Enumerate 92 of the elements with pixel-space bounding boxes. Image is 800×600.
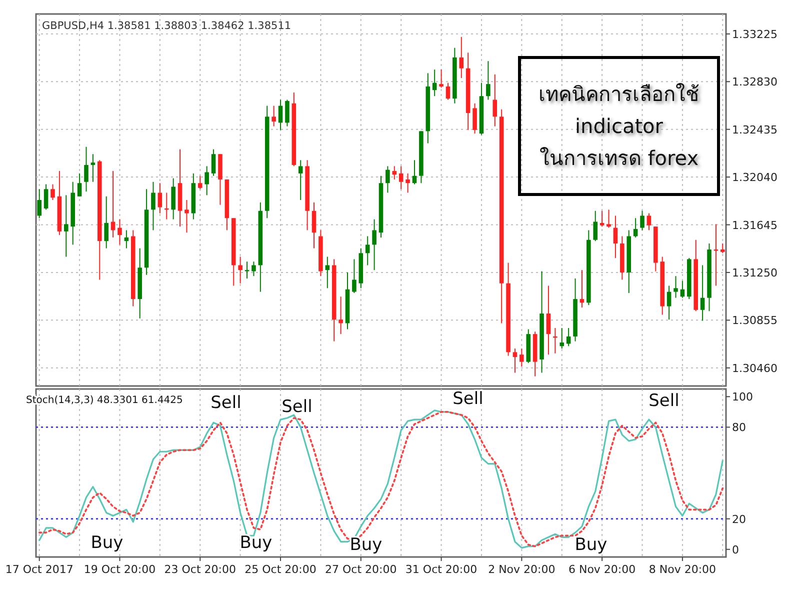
annotation: Sell xyxy=(648,391,680,411)
candlestick xyxy=(110,170,116,238)
candlestick xyxy=(398,166,404,190)
candlestick xyxy=(472,102,477,134)
y-tick-label: 1.30855 xyxy=(732,314,778,328)
x-tick-label: 23 Oct 20:00 xyxy=(164,563,236,576)
candlestick xyxy=(171,178,176,220)
candlestick xyxy=(312,202,316,249)
candlestick xyxy=(37,188,42,219)
candlestick xyxy=(613,215,618,258)
candlestick xyxy=(198,175,202,190)
x-tick-label: 27 Oct 20:00 xyxy=(325,563,397,576)
annotation: Sell xyxy=(210,393,242,413)
candlestick xyxy=(446,82,450,100)
candlestick xyxy=(459,36,464,79)
candlestick xyxy=(700,264,705,322)
candlestick xyxy=(492,74,498,127)
text: เทคนิคการเลือกใช้ indicator ในการเทรด forex xyxy=(518,56,720,196)
candlestick xyxy=(184,200,189,234)
candlestick xyxy=(244,261,250,280)
candlestick xyxy=(674,276,678,298)
candlestick xyxy=(365,236,370,266)
candlestick xyxy=(512,348,518,374)
candlestick xyxy=(633,218,638,238)
candlestick xyxy=(580,270,584,308)
candlestick xyxy=(50,184,55,200)
candlestick xyxy=(285,99,290,127)
candlestick xyxy=(439,69,444,88)
annotation: GBPUSD,H4 1.38581 1.38803 1.38462 1.38511 xyxy=(42,20,292,32)
candlestick xyxy=(372,218,376,271)
candlestick xyxy=(84,146,88,192)
y-tick-label: 1.33225 xyxy=(732,28,778,41)
annotation: Buy xyxy=(90,533,124,553)
x-tick-label: 19 Oct 20:00 xyxy=(84,563,156,576)
annotation: Sell xyxy=(282,397,312,417)
candlestick xyxy=(640,210,644,231)
y-tick-label: 1.32830 xyxy=(732,76,778,89)
candlestick xyxy=(272,105,276,127)
candlestick xyxy=(238,256,242,284)
annotation: Buy xyxy=(574,535,608,555)
candlestick xyxy=(412,160,417,185)
candlestick xyxy=(646,212,652,231)
candlestick xyxy=(560,328,564,350)
candlestick xyxy=(90,154,96,182)
candlestick xyxy=(432,69,437,97)
candlestick xyxy=(124,230,129,249)
y-tick-label: 1.32040 xyxy=(732,171,778,184)
candlestick xyxy=(118,218,122,246)
y-tick-label: 1.32435 xyxy=(732,123,778,136)
candlestick xyxy=(720,242,725,254)
y-tick-label: 20 xyxy=(732,512,746,526)
candlestick xyxy=(252,261,256,277)
y-tick-label: 1.30460 xyxy=(732,362,778,375)
candlestick xyxy=(64,194,68,258)
candlestick xyxy=(386,166,390,194)
y-tick-label: 0 xyxy=(732,543,739,556)
candlestick xyxy=(606,209,611,228)
candlestick xyxy=(392,166,397,180)
candlestick xyxy=(278,99,283,130)
x-tick-label: 6 Nov 20:00 xyxy=(568,563,636,576)
x-tick-label: 2 Nov 20:00 xyxy=(488,563,556,576)
candlestick xyxy=(338,296,343,335)
y-tick-label: 1.31250 xyxy=(732,266,778,280)
x-tick-label: 25 Oct 20:00 xyxy=(244,563,316,576)
candlestick xyxy=(546,285,551,356)
candlestick xyxy=(204,166,209,196)
candlestick xyxy=(593,210,598,242)
candlestick xyxy=(151,181,156,231)
y-tick-label: 1.31645 xyxy=(732,218,778,232)
y-tick-label: 100 xyxy=(732,390,753,404)
annotation: Sell xyxy=(452,389,484,409)
candlestick xyxy=(680,280,685,298)
candlestick xyxy=(44,184,48,210)
candlestick xyxy=(566,328,571,347)
candlestick xyxy=(211,148,216,176)
x-tick-label: 17 Oct 2017 xyxy=(5,563,74,576)
x-tick-label: 8 Nov 20:00 xyxy=(648,563,716,576)
annotation: Buy xyxy=(350,535,382,555)
annotation: Buy xyxy=(240,533,272,553)
candlestick xyxy=(77,172,82,197)
candlestick xyxy=(352,258,356,294)
candlestick xyxy=(406,172,410,194)
candlestick xyxy=(325,256,330,289)
candlestick xyxy=(520,348,524,368)
candlestick xyxy=(298,160,303,200)
candlestick xyxy=(600,210,604,228)
x-tick-label: 31 Oct 20:00 xyxy=(405,563,478,576)
candlestick xyxy=(666,285,672,320)
candlestick xyxy=(158,182,162,214)
candlestick xyxy=(486,60,490,100)
candlestick xyxy=(104,196,108,249)
y-tick-label: 80 xyxy=(732,421,746,434)
